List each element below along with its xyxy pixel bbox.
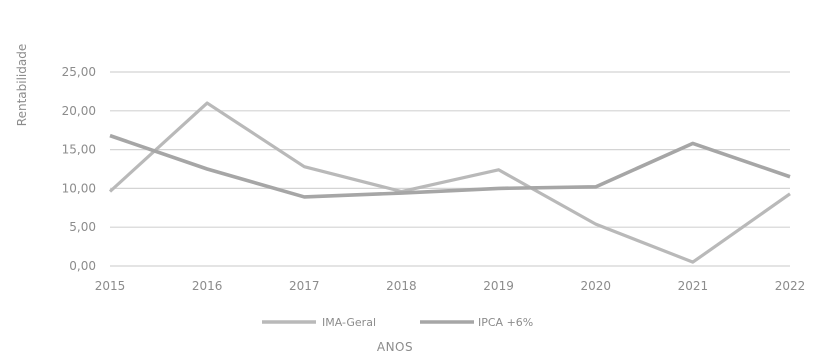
x-tick-label: 2015 xyxy=(95,279,126,293)
series-lines xyxy=(108,101,791,264)
y-tick-label: 0,00 xyxy=(69,259,96,273)
y-axis-tick-labels: 0,00 5,00 10,00 15,00 20,00 25,00 xyxy=(62,65,96,273)
x-axis-title: ANOS xyxy=(377,340,413,354)
x-tick-label: 2020 xyxy=(580,279,611,293)
series-line xyxy=(109,133,791,199)
x-tick-label: 2021 xyxy=(678,279,709,293)
x-tick-label: 2022 xyxy=(775,279,806,293)
grid-lines xyxy=(110,71,790,267)
y-axis-label: Rentabilidade xyxy=(15,44,29,126)
legend-label: IMA-Geral xyxy=(322,316,376,329)
y-tick-label: 20,00 xyxy=(62,104,96,118)
x-axis-tick-labels: 2015 2016 2017 2018 2019 2020 2021 2022 xyxy=(95,279,806,293)
legend-label: IPCA +6% xyxy=(478,316,533,329)
x-tick-label: 2017 xyxy=(289,279,320,293)
x-tick-label: 2018 xyxy=(386,279,417,293)
series-line xyxy=(108,101,791,264)
x-tick-label: 2016 xyxy=(192,279,223,293)
y-tick-label: 25,00 xyxy=(62,65,96,79)
y-tick-label: 15,00 xyxy=(62,143,96,157)
legend: IMA-Geral IPCA +6% xyxy=(262,316,533,329)
y-tick-label: 10,00 xyxy=(62,181,96,195)
x-tick-label: 2019 xyxy=(483,279,514,293)
y-tick-label: 5,00 xyxy=(69,220,96,234)
